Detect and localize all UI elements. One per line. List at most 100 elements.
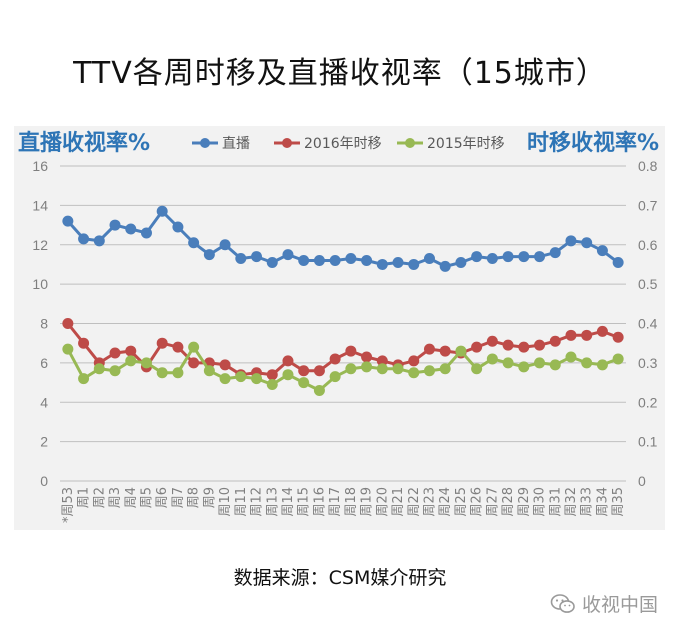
x-tick-label: 周6: [155, 487, 170, 508]
data-point: [329, 255, 341, 266]
data-point: [172, 341, 184, 353]
data-point: [109, 347, 121, 359]
data-point: [93, 363, 105, 375]
legend-swatch-marker: [282, 138, 292, 148]
data-point: [534, 339, 546, 351]
data-point: [140, 227, 152, 239]
data-point: [62, 318, 74, 329]
data-point: [565, 235, 577, 247]
data-point: [534, 251, 546, 263]
data-point: [376, 258, 388, 270]
data-point: [376, 355, 388, 367]
data-point: [549, 247, 561, 259]
x-tick-label: 周33: [580, 487, 595, 517]
x-tick-label: 周3: [108, 487, 123, 508]
data-point: [596, 359, 608, 371]
series-layer: [62, 205, 624, 396]
data-point: [549, 359, 561, 371]
data-point: [298, 377, 310, 389]
x-tick-label: 周31: [548, 487, 563, 517]
data-point: [313, 384, 325, 396]
x-tick-label: 周27: [485, 487, 500, 517]
data-point: [329, 371, 341, 383]
legend-label: 直播: [222, 135, 250, 152]
data-point: [93, 235, 105, 247]
data-point: [345, 253, 357, 265]
data-point: [408, 258, 420, 270]
data-point: [140, 357, 152, 369]
data-point: [235, 371, 247, 383]
y-right-tick-label: 0.4: [638, 316, 658, 332]
grid-layer: [60, 165, 626, 482]
data-point: [313, 255, 325, 266]
y-right-tick-label: 0.6: [638, 237, 658, 253]
data-point: [376, 363, 388, 375]
data-point: [266, 256, 278, 268]
data-point: [203, 249, 215, 261]
data-point: [188, 341, 200, 353]
data-point: [596, 325, 608, 337]
data-point: [345, 363, 357, 375]
x-tick-label: 周5: [139, 487, 154, 508]
watermark-text: 收视中国: [581, 594, 658, 616]
data-point: [612, 353, 624, 365]
data-point: [596, 245, 608, 257]
data-point: [298, 255, 310, 266]
x-tick-label: 周17: [328, 487, 343, 517]
data-point: [423, 253, 435, 265]
legend-swatch-marker: [200, 138, 210, 148]
data-point: [423, 343, 435, 355]
data-point: [392, 363, 404, 375]
y-left-tick-label: 12: [32, 237, 48, 253]
ticks-layer: 0 0 2 0.1 4 0.2 6 0.3 8 0.4 10 0.5 12 0.6 14 0.7 16 0.8 *周…: [32, 158, 657, 523]
y-right-tick-label: 0.8: [638, 158, 658, 174]
data-point: [203, 365, 215, 377]
data-point: [361, 351, 373, 363]
page-title: TTV各周时移及直播收视率（15城市）: [73, 56, 607, 91]
x-tick-label: 周34: [595, 487, 610, 517]
y-right-tick-label: 0: [638, 473, 646, 489]
data-point: [502, 339, 514, 351]
data-point: [549, 335, 561, 347]
data-point: [313, 365, 325, 377]
data-source: 数据来源：CSM媒介研究: [233, 567, 447, 589]
x-tick-label: 周10: [218, 487, 233, 517]
data-point: [125, 223, 137, 235]
left-axis-title: 直播收视率%: [18, 130, 150, 156]
x-tick-label: 周15: [297, 487, 312, 517]
y-right-tick-label: 0.1: [638, 434, 658, 450]
x-tick-label: 周25: [454, 487, 469, 517]
data-point: [471, 251, 483, 263]
x-tick-label: 周4: [124, 487, 139, 508]
data-point: [109, 365, 121, 377]
data-point: [408, 355, 420, 367]
data-point: [188, 237, 200, 249]
x-tick-label: 周24: [438, 487, 453, 517]
data-point: [125, 345, 137, 357]
data-point: [235, 253, 247, 265]
data-point: [471, 363, 483, 375]
data-point: [518, 251, 530, 263]
x-tick-label: 周32: [564, 487, 579, 517]
data-point: [266, 379, 278, 391]
data-point: [251, 373, 263, 385]
y-left-tick-label: 6: [40, 355, 48, 371]
data-point: [581, 237, 593, 249]
data-point: [62, 343, 74, 355]
data-point: [486, 335, 498, 347]
legend-label: 2015年时移: [427, 136, 505, 152]
x-tick-label: 周12: [250, 487, 265, 517]
data-point: [439, 363, 451, 375]
legend-label: 2016年时移: [304, 136, 382, 152]
data-point: [156, 367, 168, 379]
data-point: [188, 357, 200, 369]
data-point: [156, 337, 168, 349]
legend-swatch-marker: [405, 138, 415, 148]
data-point: [361, 361, 373, 373]
data-point: [486, 353, 498, 365]
x-tick-label: 周13: [265, 487, 280, 517]
data-point: [251, 251, 263, 263]
x-tick-label: 周28: [501, 487, 516, 517]
data-point: [329, 353, 341, 365]
y-left-tick-label: 2: [40, 434, 48, 450]
